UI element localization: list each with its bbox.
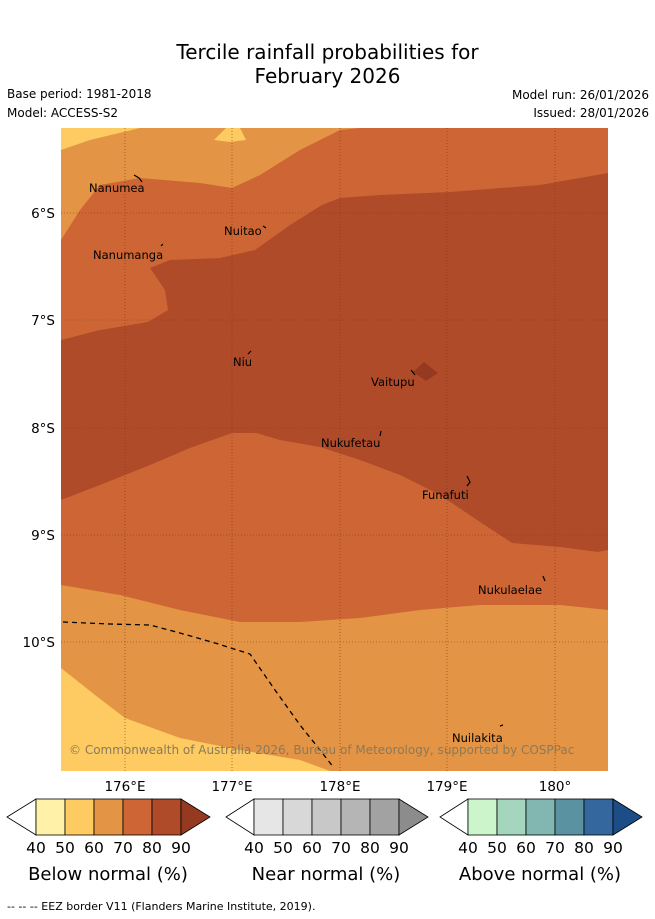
- colorbar-tick: 40: [26, 839, 46, 857]
- colorbar-swatch: [93, 798, 124, 836]
- lat-tick: 8°S: [31, 421, 55, 437]
- colorbar-swatch: [6, 798, 37, 836]
- colorbar-tick: 60: [302, 839, 322, 857]
- colorbar-tick-labels: 40 50 60 70 80 90 40 50 60 70 80 90 40 5…: [26, 839, 623, 857]
- lat-tick: 10°S: [23, 635, 56, 651]
- lat-tick: 7°S: [31, 313, 55, 329]
- colorbar-below-normal: [6, 798, 211, 836]
- contour-40-50-top: [214, 128, 246, 142]
- place-label: Niu: [233, 355, 252, 369]
- lat-tick: 9°S: [31, 528, 55, 544]
- colorbar-swatch: [311, 798, 342, 836]
- colorbar-swatch: [439, 798, 469, 836]
- colorbar-title-below: Below normal (%): [28, 864, 188, 885]
- place-label: Nuilakita: [452, 731, 503, 745]
- latitude-ticks: 6°S 7°S 8°S 9°S 10°S: [23, 206, 56, 651]
- lat-tick: 6°S: [31, 206, 55, 222]
- colorbar-title-near: Near normal (%): [252, 864, 401, 885]
- contour-90-plus: [413, 362, 438, 381]
- colorbar-tick: 70: [545, 839, 565, 857]
- colorbar-tick: 80: [574, 839, 594, 857]
- colorbar-swatch: [64, 798, 95, 836]
- colorbar-swatch: [253, 798, 284, 836]
- colorbar-tick: 50: [487, 839, 507, 857]
- model-run: Model run: 26/01/2026: [511, 88, 649, 102]
- map-title: Tercile rainfall probabilities for Febru…: [0, 40, 655, 88]
- place-label: Nukufetau: [321, 436, 380, 450]
- island-outlines: [133, 174, 546, 727]
- colorbar-swatch: [225, 798, 255, 836]
- model-name: Model: ACCESS-S2: [7, 106, 119, 120]
- place-label: Nukulaelae: [478, 583, 542, 597]
- eez-border: [62, 621, 335, 769]
- lon-tick: 179°E: [426, 779, 467, 795]
- colorbar-swatch: [35, 798, 66, 836]
- colorbar-tick: 40: [458, 839, 478, 857]
- colorbar-swatch: [612, 798, 643, 836]
- colorbar-tick: 50: [55, 839, 75, 857]
- colorbar-swatch: [340, 798, 371, 836]
- base-period: Base period: 1981-2018: [7, 87, 152, 101]
- colorbar-swatch: [369, 798, 400, 836]
- colorbar-swatch: [151, 798, 182, 836]
- colorbar-tick: 90: [603, 839, 623, 857]
- eez-footnote: -- -- -- EEZ border V11 (Flanders Marine…: [7, 900, 316, 913]
- colorbar-above-normal: [439, 798, 643, 836]
- colorbar-tick: 70: [113, 839, 133, 857]
- longitude-ticks: 176°E 177°E 178°E 179°E 180°: [104, 779, 571, 795]
- colorbar-tick: 60: [516, 839, 536, 857]
- colorbar-swatch: [496, 798, 527, 836]
- colorbar-swatch: [583, 798, 614, 836]
- colorbar-tick: 80: [360, 839, 380, 857]
- map-title-line2: February 2026: [254, 64, 401, 88]
- colorbar-tick: 70: [331, 839, 351, 857]
- lon-tick: 178°E: [319, 779, 360, 795]
- colorbar-tick: 90: [389, 839, 409, 857]
- colorbar-tick: 80: [142, 839, 162, 857]
- place-label: Nuitao: [224, 224, 262, 238]
- colorbar-swatch: [282, 798, 313, 836]
- issued-date: Issued: 28/01/2026: [533, 106, 649, 120]
- lon-tick: 177°E: [211, 779, 252, 795]
- contour-40-50-topleft: [61, 128, 110, 148]
- lon-tick: 176°E: [104, 779, 145, 795]
- colorbar-near-normal: [225, 798, 429, 836]
- colorbar-tick: 40: [244, 839, 264, 857]
- place-label: Nanumea: [89, 181, 145, 195]
- colorbar-title-above: Above normal (%): [459, 864, 621, 885]
- colorbar-tick: 50: [273, 839, 293, 857]
- colorbar-titles: Below normal (%) Near normal (%) Above n…: [28, 864, 621, 885]
- map-title-line1: Tercile rainfall probabilities for: [176, 40, 479, 64]
- place-labels: Nanumea Nuitao Nanumanga Niu Vaitupu Nuk…: [89, 181, 542, 745]
- place-label: Vaitupu: [371, 375, 415, 389]
- colorbar-swatch: [122, 798, 153, 836]
- colorbar-swatch: [398, 798, 429, 836]
- colorbar-swatch: [554, 798, 585, 836]
- place-label: Funafuti: [422, 488, 469, 502]
- colorbar-tick: 90: [171, 839, 191, 857]
- contour-80-90: [61, 173, 608, 552]
- colorbar-swatch: [467, 798, 498, 836]
- colorbar-swatch: [180, 798, 211, 836]
- place-label: Nanumanga: [93, 248, 163, 262]
- colorbar-swatch: [525, 798, 556, 836]
- probability-contours: [61, 128, 608, 771]
- graticule: [61, 128, 608, 771]
- copyright-notice: © Commonwealth of Australia 2026, Bureau…: [69, 743, 574, 757]
- colorbar-tick: 60: [84, 839, 104, 857]
- lon-tick: 180°: [539, 779, 572, 795]
